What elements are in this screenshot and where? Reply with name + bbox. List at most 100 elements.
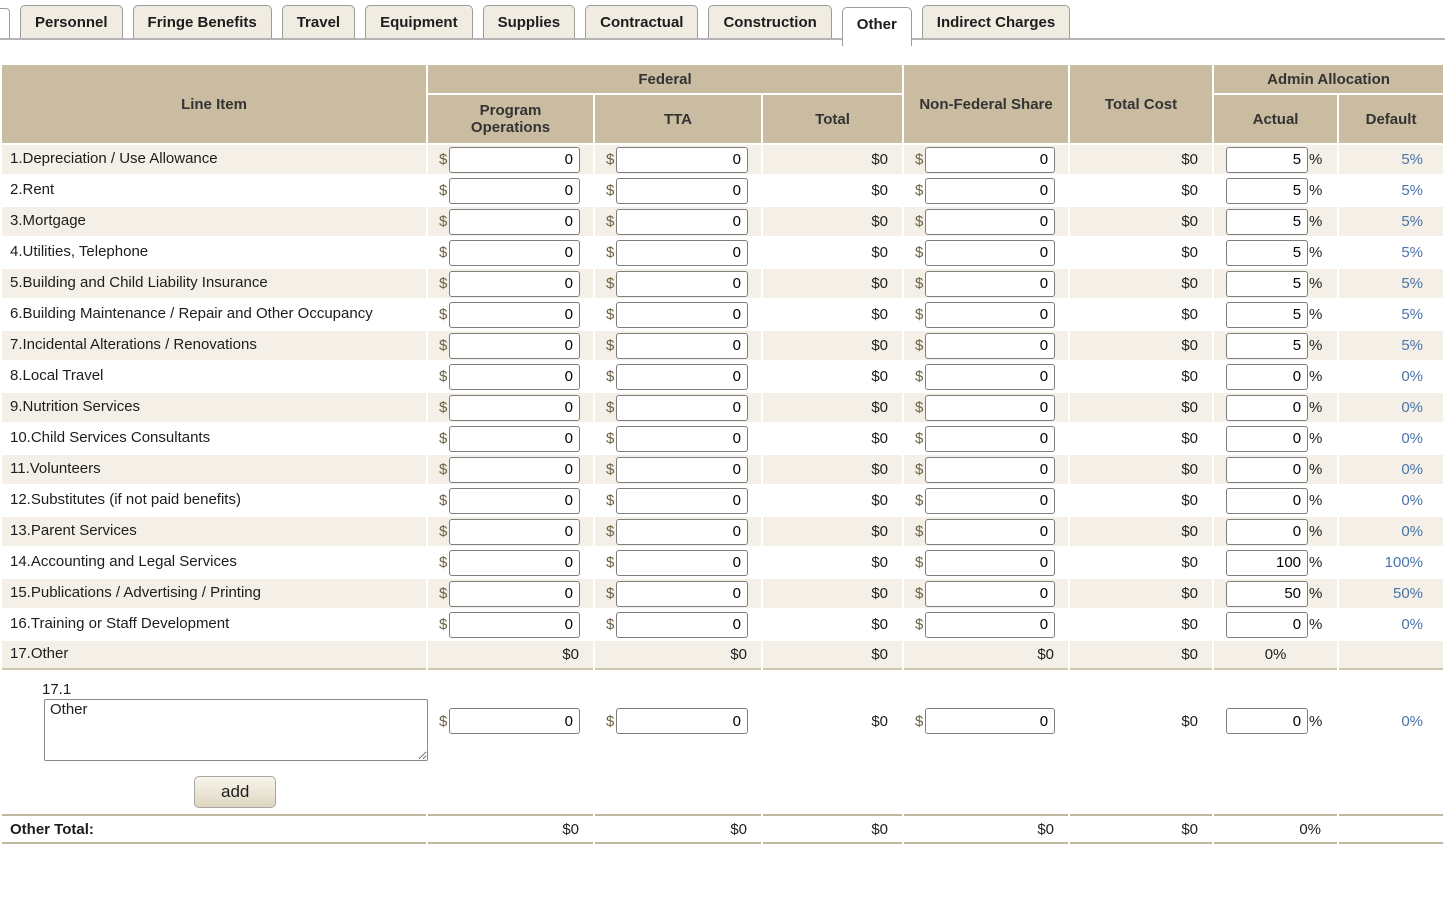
tta-input[interactable] xyxy=(616,301,748,328)
add-button[interactable]: add xyxy=(194,776,277,808)
program-operations-input[interactable] xyxy=(449,363,580,390)
tab-supplies[interactable]: Supplies xyxy=(482,5,576,38)
tta-input[interactable] xyxy=(616,580,748,607)
default-percent-value: 5% xyxy=(1339,145,1444,174)
tab-fringe-benefits[interactable]: Fringe Benefits xyxy=(132,5,272,38)
col-header-tta: TTA xyxy=(595,95,761,143)
non-federal-share-input[interactable] xyxy=(925,708,1056,734)
non-federal-share-input[interactable] xyxy=(925,580,1056,607)
actual-percent-input[interactable] xyxy=(1226,425,1309,452)
total-cost-value: $0 xyxy=(1070,362,1213,391)
program-operations-input[interactable] xyxy=(449,580,580,607)
program-operations-input[interactable] xyxy=(449,239,580,266)
program-operations-input[interactable] xyxy=(449,487,580,514)
default-percent-value: 0% xyxy=(1339,455,1444,484)
non-federal-share-input[interactable] xyxy=(925,208,1056,235)
actual-percent-input[interactable] xyxy=(1226,146,1309,173)
percent-sign: % xyxy=(1309,275,1323,292)
actual-percent-input[interactable] xyxy=(1226,208,1309,235)
tta-input[interactable] xyxy=(616,487,748,514)
other-description-textarea[interactable]: Other xyxy=(44,699,428,761)
actual-percent-input[interactable] xyxy=(1226,611,1309,638)
tab-indirect-charges[interactable]: Indirect Charges xyxy=(921,5,1071,38)
tta-cell: $ xyxy=(595,517,761,546)
non-federal-share-input[interactable] xyxy=(925,518,1056,545)
non-federal-share-input[interactable] xyxy=(925,239,1056,266)
non-federal-share-input[interactable] xyxy=(925,425,1056,452)
tta-input[interactable] xyxy=(616,518,748,545)
actual-percent-input[interactable] xyxy=(1226,708,1309,734)
dollar-sign: $ xyxy=(606,399,615,416)
non-federal-share-input[interactable] xyxy=(925,332,1056,359)
actual-percent-input[interactable] xyxy=(1226,332,1309,359)
actual-percent-input[interactable] xyxy=(1226,394,1309,421)
program-operations-input[interactable] xyxy=(449,425,580,452)
dollar-sign: $ xyxy=(606,368,615,385)
total-cost-value: $0 xyxy=(1070,486,1213,515)
program-operations-input[interactable] xyxy=(449,301,580,328)
program-operations-input[interactable] xyxy=(449,456,580,483)
federal-total-value: $0 xyxy=(763,176,903,205)
actual-percent-input[interactable] xyxy=(1226,363,1309,390)
tab-equipment[interactable]: Equipment xyxy=(365,5,473,38)
line-item-label: 16.Training or Staff Development xyxy=(2,610,426,639)
tab-travel[interactable]: Travel xyxy=(281,5,356,38)
program-operations-input[interactable] xyxy=(449,708,580,734)
program-operations-input[interactable] xyxy=(449,549,580,576)
tta-input[interactable] xyxy=(616,394,748,421)
non-federal-share-input[interactable] xyxy=(925,394,1056,421)
actual-percent-input[interactable] xyxy=(1226,456,1309,483)
actual-percent-input[interactable] xyxy=(1226,177,1309,204)
default-percent-value: 0% xyxy=(1339,362,1444,391)
actual-percent-input[interactable] xyxy=(1226,580,1309,607)
non-federal-share-input[interactable] xyxy=(925,301,1056,328)
col-header-default: Default xyxy=(1339,95,1444,143)
table-row: 6.Building Maintenance / Repair and Othe… xyxy=(2,300,1444,329)
tta-input[interactable] xyxy=(616,425,748,452)
program-operations-input[interactable] xyxy=(449,394,580,421)
tta-input[interactable] xyxy=(616,332,748,359)
actual-percent-cell: % xyxy=(1214,331,1338,360)
percent-sign: % xyxy=(1309,523,1323,540)
program-operations-input[interactable] xyxy=(449,146,580,173)
program-operations-input[interactable] xyxy=(449,177,580,204)
tta-input[interactable] xyxy=(616,239,748,266)
tta-cell: $ xyxy=(595,145,761,174)
actual-percent-input[interactable] xyxy=(1226,270,1309,297)
tab-contractual[interactable]: Contractual xyxy=(585,5,699,38)
program-operations-input[interactable] xyxy=(449,208,580,235)
program-operations-input[interactable] xyxy=(449,518,580,545)
non-federal-share-input[interactable] xyxy=(925,363,1056,390)
tab-other[interactable]: Other xyxy=(841,7,912,46)
tab-construction[interactable]: Construction xyxy=(708,5,832,38)
tta-input[interactable] xyxy=(616,456,748,483)
actual-percent-input[interactable] xyxy=(1226,518,1309,545)
dollar-sign: $ xyxy=(606,430,615,447)
dollar-sign: $ xyxy=(439,585,448,602)
actual-percent-input[interactable] xyxy=(1226,239,1309,266)
tab-personnel[interactable]: Personnel xyxy=(20,5,123,38)
program-operations-input[interactable] xyxy=(449,332,580,359)
tta-input[interactable] xyxy=(616,270,748,297)
tta-input[interactable] xyxy=(616,549,748,576)
budget-table-body: 1.Depreciation / Use Allowance $ $ $0 $ … xyxy=(2,145,1444,844)
non-federal-share-input[interactable] xyxy=(925,611,1056,638)
non-federal-share-input[interactable] xyxy=(925,146,1056,173)
non-federal-share-input[interactable] xyxy=(925,487,1056,514)
program-operations-input[interactable] xyxy=(449,270,580,297)
tta-input[interactable] xyxy=(616,146,748,173)
actual-percent-input[interactable] xyxy=(1226,549,1309,576)
tta-input[interactable] xyxy=(616,708,748,734)
dollar-sign: $ xyxy=(606,306,615,323)
tta-input[interactable] xyxy=(616,611,748,638)
tta-input[interactable] xyxy=(616,208,748,235)
tta-input[interactable] xyxy=(616,177,748,204)
actual-percent-input[interactable] xyxy=(1226,301,1309,328)
program-operations-input[interactable] xyxy=(449,611,580,638)
non-federal-share-input[interactable] xyxy=(925,549,1056,576)
tta-input[interactable] xyxy=(616,363,748,390)
non-federal-share-input[interactable] xyxy=(925,270,1056,297)
non-federal-share-input[interactable] xyxy=(925,177,1056,204)
actual-percent-input[interactable] xyxy=(1226,487,1309,514)
non-federal-share-input[interactable] xyxy=(925,456,1056,483)
